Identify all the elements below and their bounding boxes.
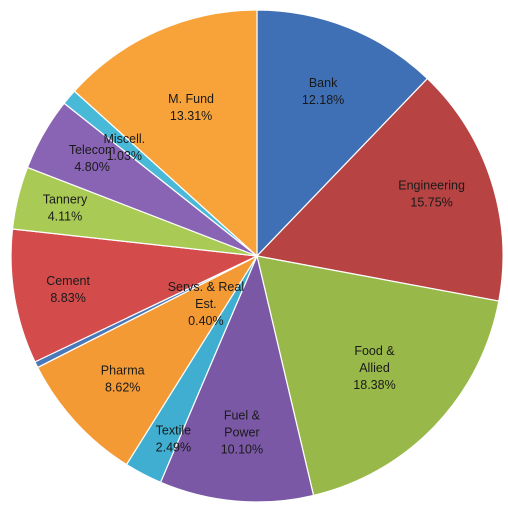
pie-label-line: 12.18% bbox=[302, 93, 344, 107]
pie-label-line: 13.31% bbox=[170, 109, 212, 123]
pie-label-telecom: Telecom 4.80% bbox=[69, 143, 116, 174]
pie-label-line: Servs. & Real bbox=[168, 280, 244, 294]
pie-slices bbox=[10, 9, 504, 503]
pie-label-line: Pharma bbox=[101, 363, 145, 377]
pie-label-line: Food & bbox=[354, 344, 395, 358]
pie-label-line: Bank bbox=[309, 76, 338, 90]
pie-label-tannery: Tannery 4.11% bbox=[43, 193, 88, 224]
pie-label-line: 1.03% bbox=[107, 149, 142, 163]
pie-label-line: 0.40% bbox=[188, 314, 223, 328]
pie-label-bank: Bank 12.18% bbox=[302, 76, 344, 107]
pie-label-miscell: Miscell. 1.03% bbox=[103, 132, 145, 163]
pie-slice-food-allied bbox=[256, 255, 500, 497]
pie-label-fuel-power: Fuel & Power 10.10% bbox=[221, 409, 263, 457]
pie-label-line: Tannery bbox=[43, 193, 88, 207]
pie-label-line: Est. bbox=[195, 297, 217, 311]
pie-label-line: 10.10% bbox=[221, 443, 263, 457]
pie-label-servs-real-est: Servs. & Real Est. 0.40% bbox=[168, 280, 244, 328]
pie-label-cement: Cement 8.83% bbox=[46, 274, 90, 305]
pie-label-line: 15.75% bbox=[410, 195, 452, 209]
pie-label-line: Fuel & bbox=[224, 409, 261, 423]
pie-labels: Bank 12.18% Engineering 15.75% Food & Allied 1… bbox=[43, 76, 465, 456]
pie-slice-m-fund bbox=[73, 9, 258, 257]
pie-label-textile: Textile 2.49% bbox=[156, 424, 191, 455]
pie-label-line: 8.62% bbox=[105, 380, 140, 394]
pie-slice-engineering bbox=[256, 77, 504, 302]
pie-label-line: 4.11% bbox=[48, 210, 83, 224]
pie-label-line: Miscell. bbox=[103, 132, 145, 146]
pie-label-line: 4.80% bbox=[74, 160, 109, 174]
pie-label-line: Power bbox=[224, 426, 259, 440]
pie-slice-cement bbox=[10, 228, 258, 363]
pie-slice-fuel-power bbox=[159, 255, 315, 503]
pie-label-pharma: Pharma 8.62% bbox=[101, 363, 145, 394]
pie-slice-pharma bbox=[37, 255, 258, 466]
pie-label-line: M. Fund bbox=[168, 92, 214, 106]
pie-label-engineering: Engineering 15.75% bbox=[398, 178, 465, 209]
pie-label-line: 2.49% bbox=[156, 441, 191, 455]
pie-slice-bank bbox=[256, 9, 429, 257]
pie-label-food-allied: Food & Allied 18.38% bbox=[353, 344, 395, 392]
pie-label-line: Textile bbox=[156, 424, 191, 438]
pie-label-line: 8.83% bbox=[50, 291, 85, 305]
pie-label-line: Cement bbox=[46, 274, 90, 288]
pie-label-line: Allied bbox=[359, 361, 390, 375]
pie-label-m-fund: M. Fund 13.31% bbox=[168, 92, 214, 123]
pie-label-line: 18.38% bbox=[353, 378, 395, 392]
pie-label-line: Engineering bbox=[398, 178, 465, 192]
pie-label-line: Telecom bbox=[69, 143, 116, 157]
